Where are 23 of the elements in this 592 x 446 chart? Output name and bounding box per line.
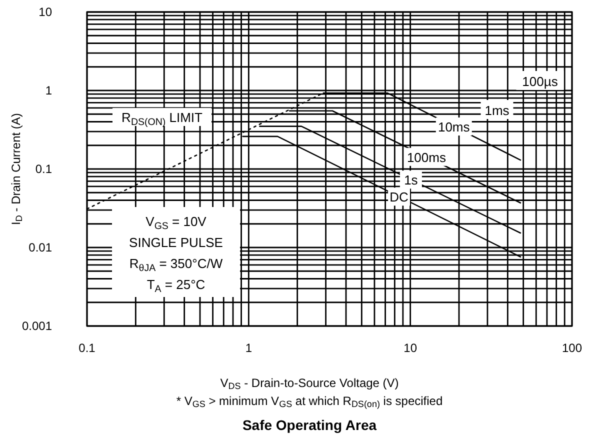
- annotation: 100µs: [522, 74, 558, 89]
- annotation: R$_{θJA}$ = 350°C/W: [129, 256, 224, 274]
- annotation: SINGLE PULSE: [129, 235, 224, 250]
- y-tick-label: 0.001: [22, 319, 52, 333]
- y-tick-label: 0.01: [28, 240, 52, 254]
- text: Safe Operating Area: [242, 417, 377, 433]
- y-tick-label: 10: [38, 5, 52, 19]
- annotation: T$_{A}$ = 25°C: [146, 277, 206, 294]
- x-tick-label: 10: [404, 341, 418, 355]
- x-axis-title: V$_{DS}$ - Drain-to-Source Voltage (V): [220, 376, 399, 392]
- annotation: 1ms: [484, 103, 510, 118]
- series-label: R$_{DS(ON)}$ LIMIT: [122, 110, 203, 128]
- text: * V$_{GS}$ > minimum V$_{GS}$ at which R$_{DS(on)}$ is specified: [176, 394, 443, 410]
- series-label: 10ms: [438, 120, 470, 135]
- y-tick-label: 0.1: [35, 162, 52, 176]
- series-label: DC: [390, 190, 408, 205]
- x-tick-label: 100: [562, 341, 582, 355]
- x-tick-label: 1: [245, 341, 252, 355]
- x-tick-label: 0.1: [78, 341, 96, 355]
- series-label: 100ms: [406, 150, 446, 165]
- y-tick-label: 1: [45, 84, 52, 98]
- series-label: 1s: [404, 172, 418, 188]
- annotation: V$_{GS}$ = 10V: [146, 214, 207, 232]
